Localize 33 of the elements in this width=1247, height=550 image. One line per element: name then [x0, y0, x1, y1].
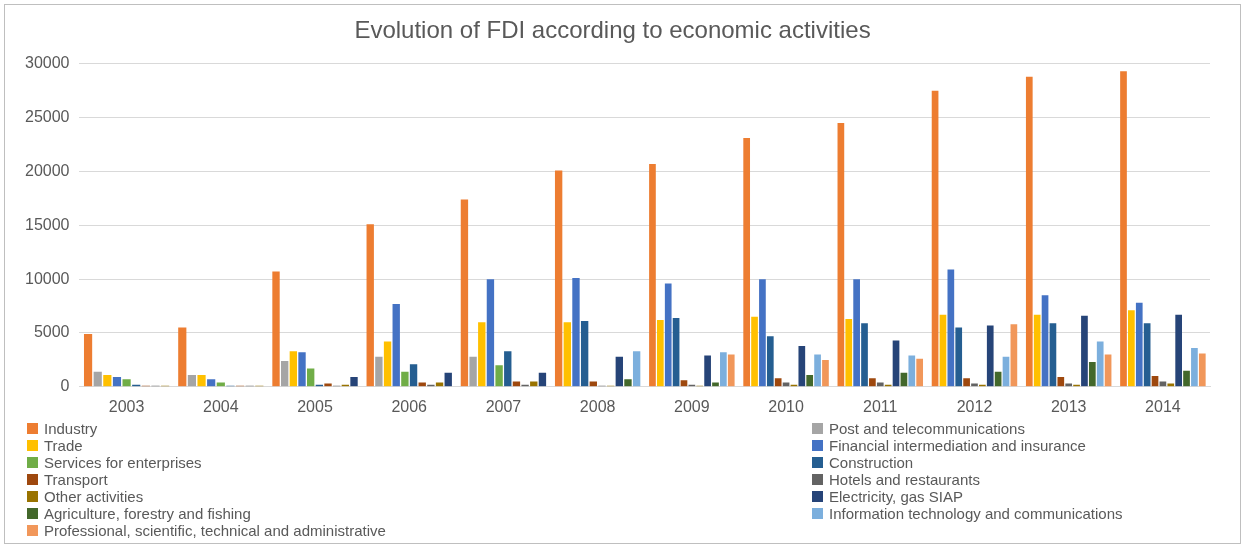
y-tick-label: 5000	[33, 323, 70, 341]
legend-label: Post and telecommunications	[829, 420, 1025, 437]
x-tick-label: 2012	[956, 397, 993, 415]
x-tick-label: 2013	[1050, 397, 1087, 415]
x-tick-label: 2003	[108, 397, 145, 415]
legend-label: Information technology and communications	[829, 505, 1123, 522]
y-tick-label: 25000	[24, 108, 70, 126]
y-tick-label: 20000	[24, 161, 70, 179]
legend-label: Professional, scientific, technical and administrative	[44, 522, 386, 539]
x-tick-label: 2004	[203, 397, 239, 415]
legend-label: Services for enterprises	[44, 454, 202, 471]
legend-label: Industry	[44, 420, 98, 437]
legend-label: Construction	[829, 454, 914, 471]
legend-label: Trade	[44, 437, 83, 454]
x-tick-label: 2005	[297, 397, 333, 415]
x-tick-label: 2008	[579, 397, 616, 415]
y-tick-label: 0	[60, 377, 70, 395]
x-tick-label: 2009	[674, 397, 710, 415]
legend-label: Hotels and restaurants	[829, 471, 980, 488]
x-tick-label: 2006	[391, 397, 428, 415]
legend-label: Transport	[44, 471, 108, 488]
legend-label: Electricity, gas SIAP	[829, 488, 963, 505]
x-tick-label: 2014	[1145, 397, 1181, 415]
y-tick-label: 15000	[24, 215, 70, 233]
legend-label: Agriculture, forestry and fishing	[44, 505, 251, 522]
legend-label: Other activities	[44, 488, 144, 505]
legend-label: Financial intermediation and insurance	[829, 437, 1086, 454]
y-tick-label: 10000	[24, 269, 70, 287]
x-tick-label: 2010	[768, 397, 804, 415]
x-tick-label: 2011	[863, 397, 898, 415]
x-tick-label: 2007	[485, 397, 522, 415]
y-tick-label: 30000	[24, 54, 70, 72]
chart-title: Evolution of FDI according to economic activities	[354, 16, 871, 44]
